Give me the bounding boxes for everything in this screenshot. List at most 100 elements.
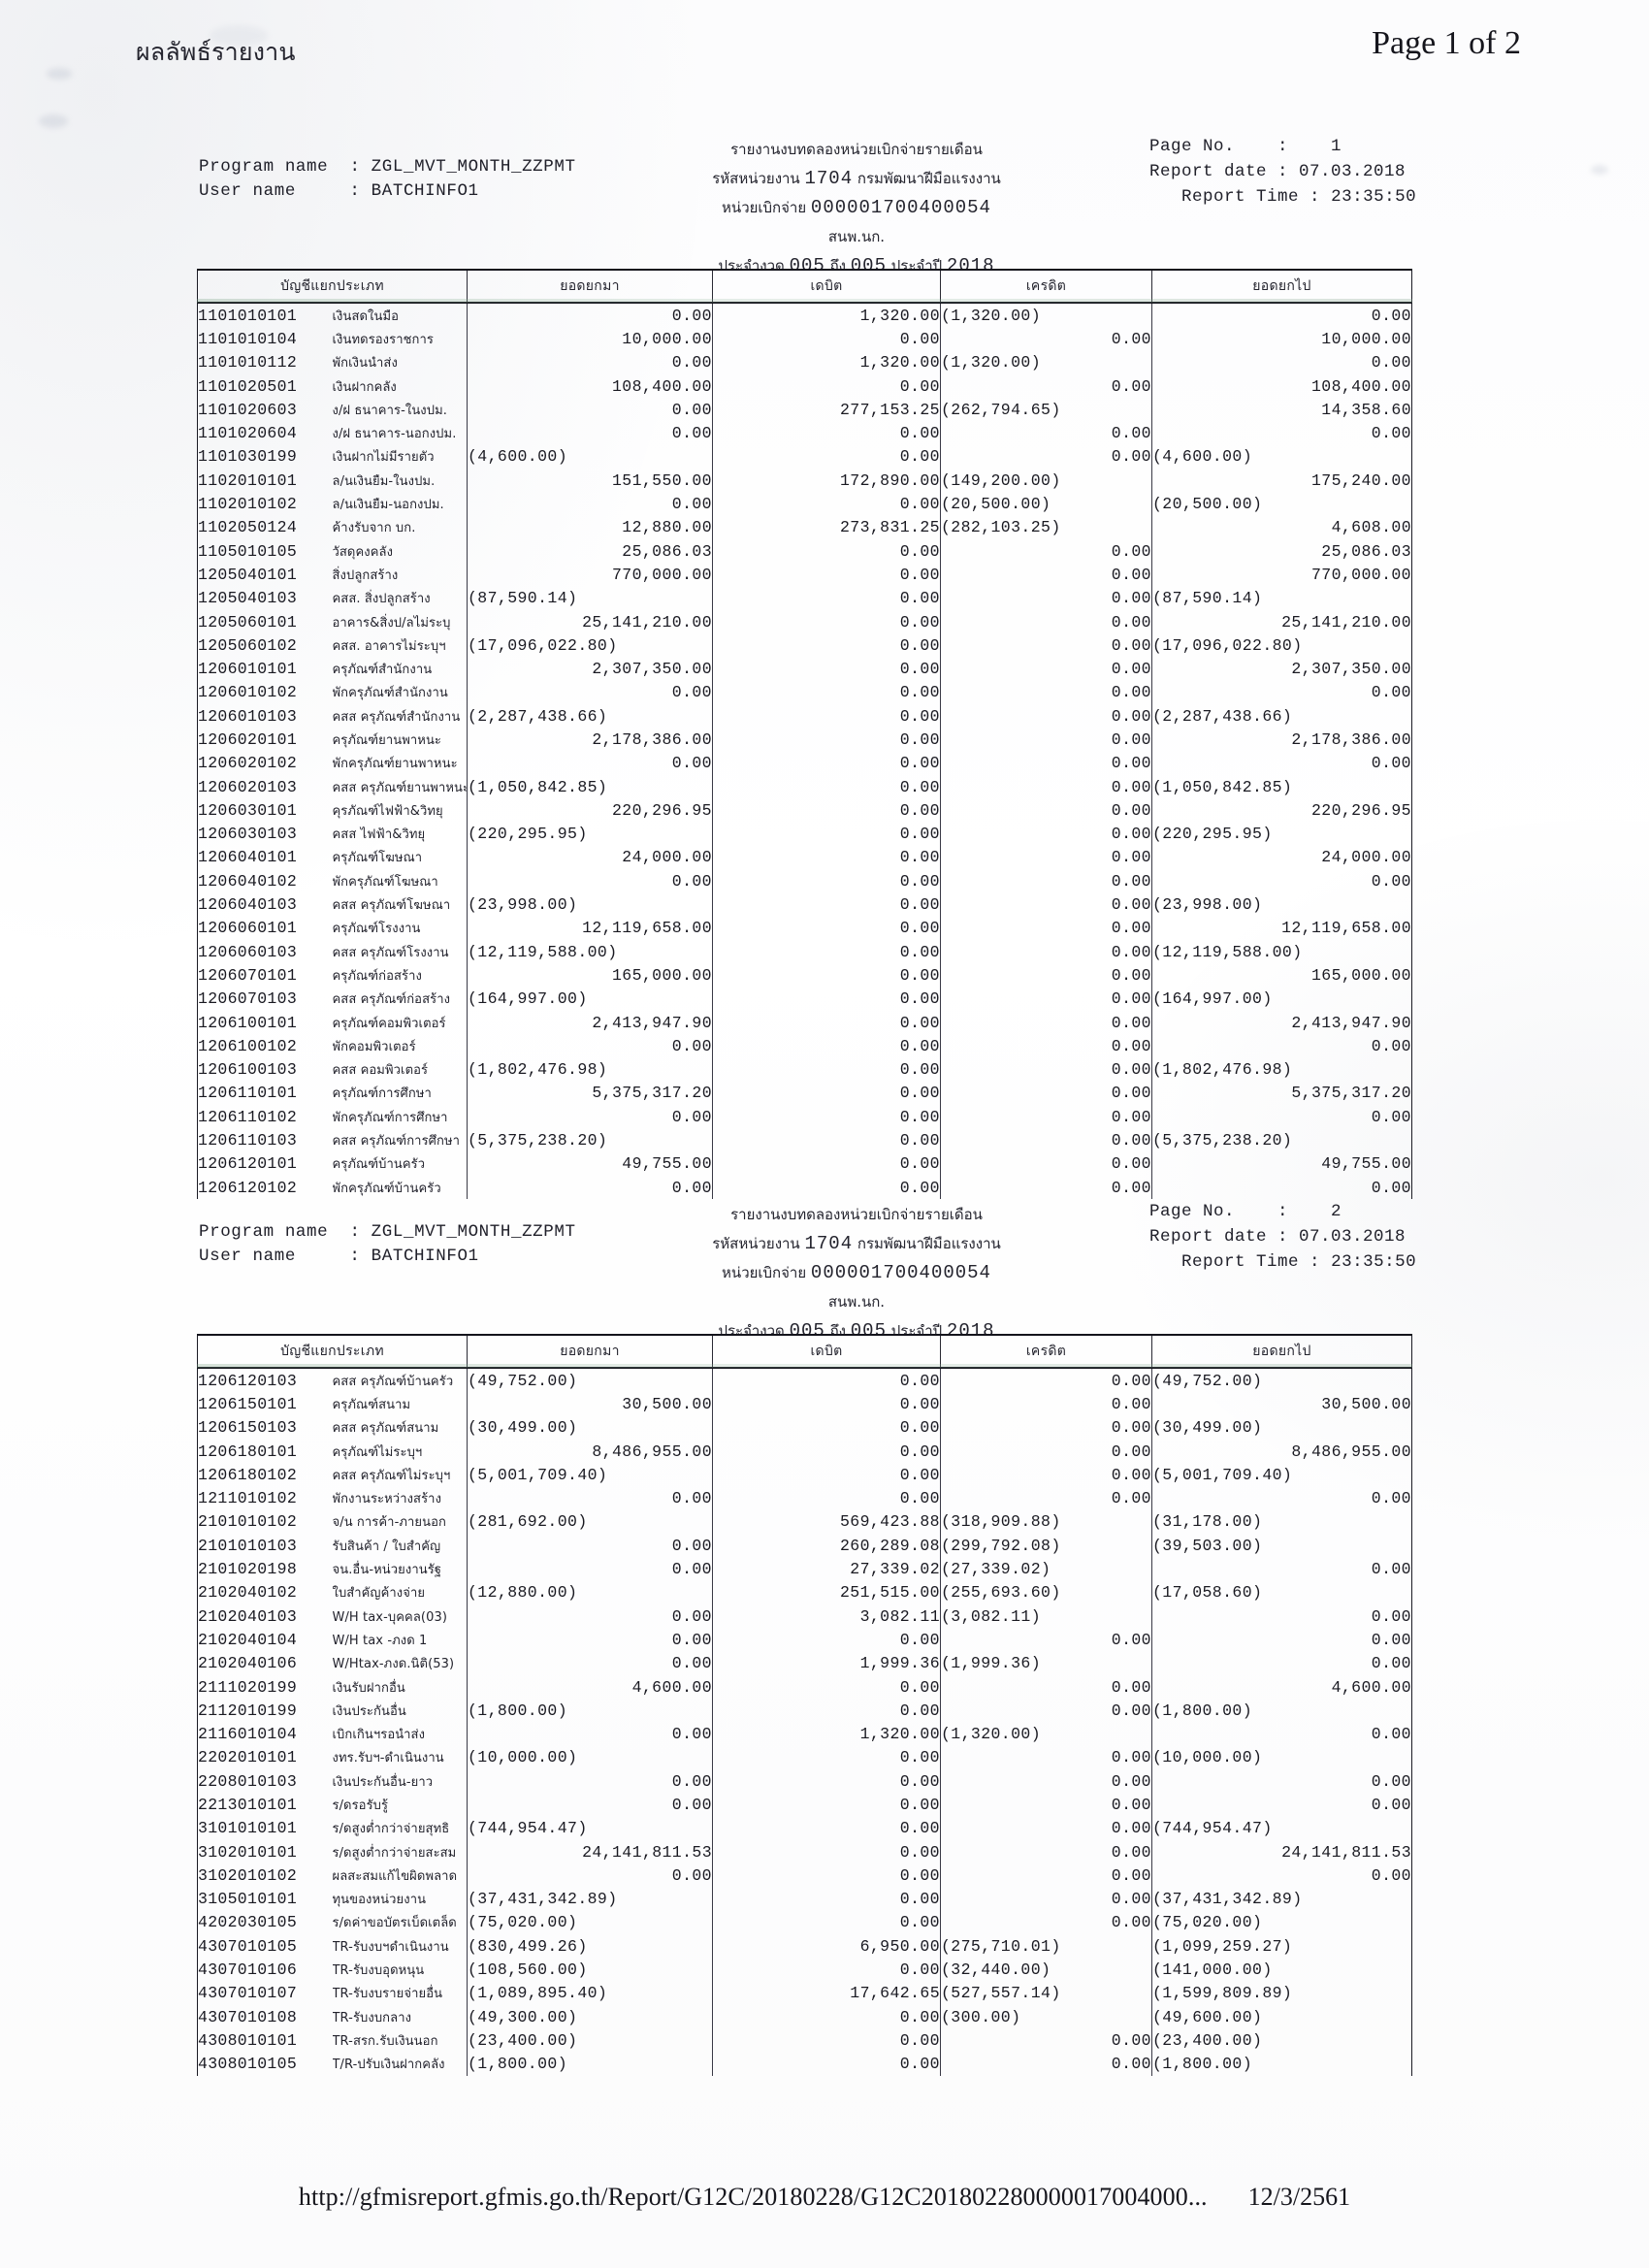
- cell-balance-carried: (23,400.00): [1151, 2028, 1412, 2053]
- table-row: 1101020501 เงินฝากคลัง 108,400.00 0.00 0.00 1…: [198, 373, 1412, 399]
- cell-account-name: T/R-ปรับเงินฝากคลัง: [332, 2057, 445, 2073]
- cell-balance-carried: (220,295.95): [1151, 822, 1412, 846]
- cell-balance-forward: 108,400.00: [467, 373, 713, 399]
- cell-balance-forward: 0.00: [467, 1557, 713, 1581]
- cell-debit: 1,999.36: [712, 1651, 941, 1675]
- col-header-credit: เครดิต: [940, 269, 1152, 304]
- user-name-value: BATCHINFO1: [371, 1247, 479, 1266]
- cell-debit: 0.00: [712, 2052, 941, 2076]
- cell-debit: 0.00: [712, 1415, 941, 1440]
- cell-credit: (262,794.65): [940, 398, 1152, 422]
- cell-debit: 0.00: [712, 1769, 941, 1794]
- page-no-value: 2: [1331, 1202, 1342, 1221]
- cell-account-code: 2111020199: [198, 1677, 298, 1697]
- table-row: 4308010101 TR-สรก.รับเงินนอก (23,400.00) 0.…: [198, 2028, 1412, 2053]
- cell-account-name: คสส. อาคารไม่ระบุฯ: [332, 638, 446, 654]
- cell-balance-carried: (2,287,438.66): [1151, 704, 1412, 729]
- table-row: 1206010103 คสส ครุภัณฑ์สำนักงาน (2,287,438…: [198, 704, 1412, 729]
- table-row: 1105010105 วัสดุคงคลัง 25,086.03 0.00 0.00 25…: [198, 538, 1412, 564]
- table-row: 1206040103 คสส ครุภัณฑ์โฆษณา (23,998.00) 0.…: [198, 892, 1412, 917]
- table-row: 1206120101 ครุภัณฑ์บ้านครัว 49,755.00 0.00 0…: [198, 1151, 1412, 1176]
- cell-account-code: 1205040103: [198, 589, 298, 608]
- cell-credit: 0.00: [940, 1368, 1152, 1393]
- print-page-header: ผลลัพธ์รายงาน Page 1 of 2: [0, 17, 1649, 72]
- cell-credit: (20,500.00): [940, 492, 1152, 516]
- cell-credit: 0.00: [940, 657, 1152, 681]
- cell-balance-carried: 175,240.00: [1151, 469, 1412, 493]
- cell-balance-carried: 0.00: [1151, 751, 1412, 775]
- table-row: 3101010101 ร/ดสูงต่ำกว่าจ่ายสุทธิ (744,954…: [198, 1816, 1412, 1840]
- col-header-debit: เดบิต: [712, 1334, 941, 1369]
- table-row: 1205040101 สิ่งปลูกสร้าง 770,000.00 0.00 0.0…: [198, 563, 1412, 587]
- cell-debit: 0.00: [712, 940, 941, 964]
- program-name-label: Program name: [199, 157, 329, 177]
- cell-balance-forward: 0.00: [467, 1769, 713, 1794]
- table-row: 2101010103 รับสินค้า / ใบสำคัญ 0.00 260,289…: [198, 1534, 1412, 1558]
- cell-debit: 273,831.25: [712, 515, 941, 539]
- cell-account-code: 4307010106: [198, 1960, 298, 1980]
- table-row: 3102010102 ผลสะสมแก้ไขผิดพลาด 0.00 0.00 0.00…: [198, 1863, 1412, 1888]
- cell-account-code: 1206150101: [198, 1394, 298, 1413]
- cell-credit: (275,710.01): [940, 1934, 1152, 1959]
- cell-balance-carried: 30,500.00: [1151, 1392, 1412, 1416]
- cell-balance-carried: 0.00: [1151, 680, 1412, 705]
- cell-account-name: วัสดุคงคลัง: [332, 544, 394, 560]
- cell-balance-forward: 0.00: [467, 1628, 713, 1652]
- user-name-label: User name: [199, 1247, 296, 1266]
- cell-account-code: 1206120101: [198, 1154, 298, 1174]
- cell-account-code: 1101020604: [198, 424, 298, 443]
- cell-balance-forward: 2,413,947.90: [467, 1010, 713, 1035]
- cell-debit: 0.00: [712, 1128, 941, 1152]
- report-date-value: 07.03.2018: [1299, 162, 1406, 181]
- cell-debit: 6,950.00: [712, 1934, 941, 1959]
- report-time-label: Report Time: [1181, 187, 1300, 207]
- cell-balance-forward: 0.00: [467, 303, 713, 328]
- cell-balance-forward: 25,141,210.00: [467, 609, 713, 634]
- cell-debit: 1,320.00: [712, 1722, 941, 1746]
- cell-balance-carried: 8,486,955.00: [1151, 1439, 1412, 1464]
- cell-credit: 0.00: [940, 633, 1152, 658]
- table-row: 2101020198 จน.อื่น-หน่วยงานรัฐ 0.00 27,339.…: [198, 1557, 1412, 1581]
- cell-debit: 0.00: [712, 609, 941, 634]
- col-header-debit: เดบิต: [712, 269, 941, 304]
- cell-account-name: รับสินค้า / ใบสำคัญ: [332, 1539, 441, 1554]
- page-no-value: 1: [1331, 137, 1342, 156]
- cell-balance-carried: 12,119,658.00: [1151, 916, 1412, 941]
- table-row: 2111020199 เงินรับฝากอื่น 4,600.00 0.00 0.00…: [198, 1674, 1412, 1700]
- cell-account-code: 1206040102: [198, 871, 298, 891]
- cell-balance-forward: 0.00: [467, 350, 713, 374]
- report-date-label: Report date: [1149, 162, 1268, 181]
- cell-debit: 3,082.11: [712, 1604, 941, 1629]
- table-row: 2112010199 เงินประกันอื่น (1,800.00) 0.00 0.…: [198, 1699, 1412, 1723]
- cell-account-code: 1206060101: [198, 919, 298, 938]
- cell-credit: 0.00: [940, 373, 1152, 399]
- table-row: 2102040104 W/H tax -ภงด 1 0.00 0.00 0.00 0.00: [198, 1628, 1412, 1652]
- cell-balance-carried: (1,800.00): [1151, 2052, 1412, 2076]
- cell-account-name: คสส ครุภัณฑ์สนาม: [332, 1421, 439, 1437]
- cell-debit: 1,320.00: [712, 303, 941, 328]
- cell-debit: 0.00: [712, 1628, 941, 1652]
- cell-account-name: TR-สรก.รับเงินนอก: [332, 2033, 438, 2049]
- cell-account-name: คสส ครุภัณฑ์โฆษณา: [332, 898, 451, 914]
- cell-credit: (27,339.02): [940, 1557, 1152, 1581]
- unit-code-value: 000001700400054: [810, 1262, 991, 1283]
- cell-account-code: 3105010101: [198, 1890, 298, 1909]
- cell-account-name: ครุภัณฑ์คอมพิวเตอร์: [332, 1016, 446, 1031]
- org-code-value: 1704: [804, 1233, 854, 1254]
- cell-balance-carried: (49,752.00): [1151, 1368, 1412, 1393]
- table-row: 1205040103 คสส. สิ่งปลูกสร้าง (87,590.14) 0…: [198, 586, 1412, 610]
- cell-debit: 0.00: [712, 751, 941, 775]
- cell-balance-forward: (5,375,238.20): [467, 1128, 713, 1152]
- cell-account-code: 1206120102: [198, 1178, 298, 1197]
- cell-account-name: เงินรับฝากอื่น: [332, 1680, 405, 1696]
- cell-balance-forward: (23,998.00): [467, 892, 713, 917]
- cell-balance-forward: 0.00: [467, 398, 713, 422]
- cell-debit: 0.00: [712, 845, 941, 870]
- cell-account-name: สิ่งปลูกสร้าง: [332, 567, 399, 583]
- cell-credit: 0.00: [940, 1151, 1152, 1176]
- table-row: 4307010108 TR-รับงบกลาง (49,300.00) 0.00 (30…: [198, 2005, 1412, 2029]
- table-row: 1206040102 พักครุภัณฑ์โฆษณา 0.00 0.00 0.00 0.…: [198, 869, 1412, 893]
- table-row: 1206150103 คสส ครุภัณฑ์สนาม (30,499.00) 0.0…: [198, 1415, 1412, 1440]
- cell-balance-forward: 0.00: [467, 1604, 713, 1629]
- cell-balance-forward: 0.00: [467, 680, 713, 705]
